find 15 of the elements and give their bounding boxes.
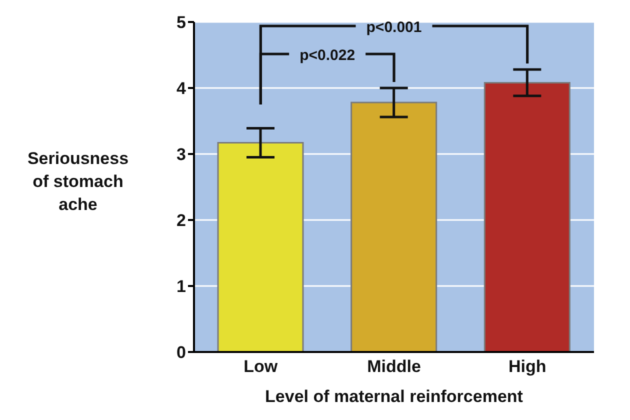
y-tick-label: 1: [176, 277, 186, 296]
y-tick-label: 3: [176, 145, 186, 164]
y-tick-label: 4: [176, 79, 187, 98]
x-tick-label: Middle: [367, 357, 421, 376]
annotation: p<0.022: [300, 47, 356, 64]
x-axis-title: Level of maternal reinforcement: [265, 387, 524, 406]
x-tick-label: Low: [244, 357, 278, 376]
x-tick-label: High: [508, 357, 546, 376]
bar: [484, 82, 570, 352]
y-tick-label: 5: [176, 13, 186, 32]
y-tick-label: 0: [176, 343, 186, 362]
bar: [217, 142, 304, 352]
y-tick-label: 2: [176, 211, 186, 230]
annotation: p<0.001: [366, 19, 422, 36]
y-axis-title: Seriousness of stomach ache: [26, 148, 130, 216]
